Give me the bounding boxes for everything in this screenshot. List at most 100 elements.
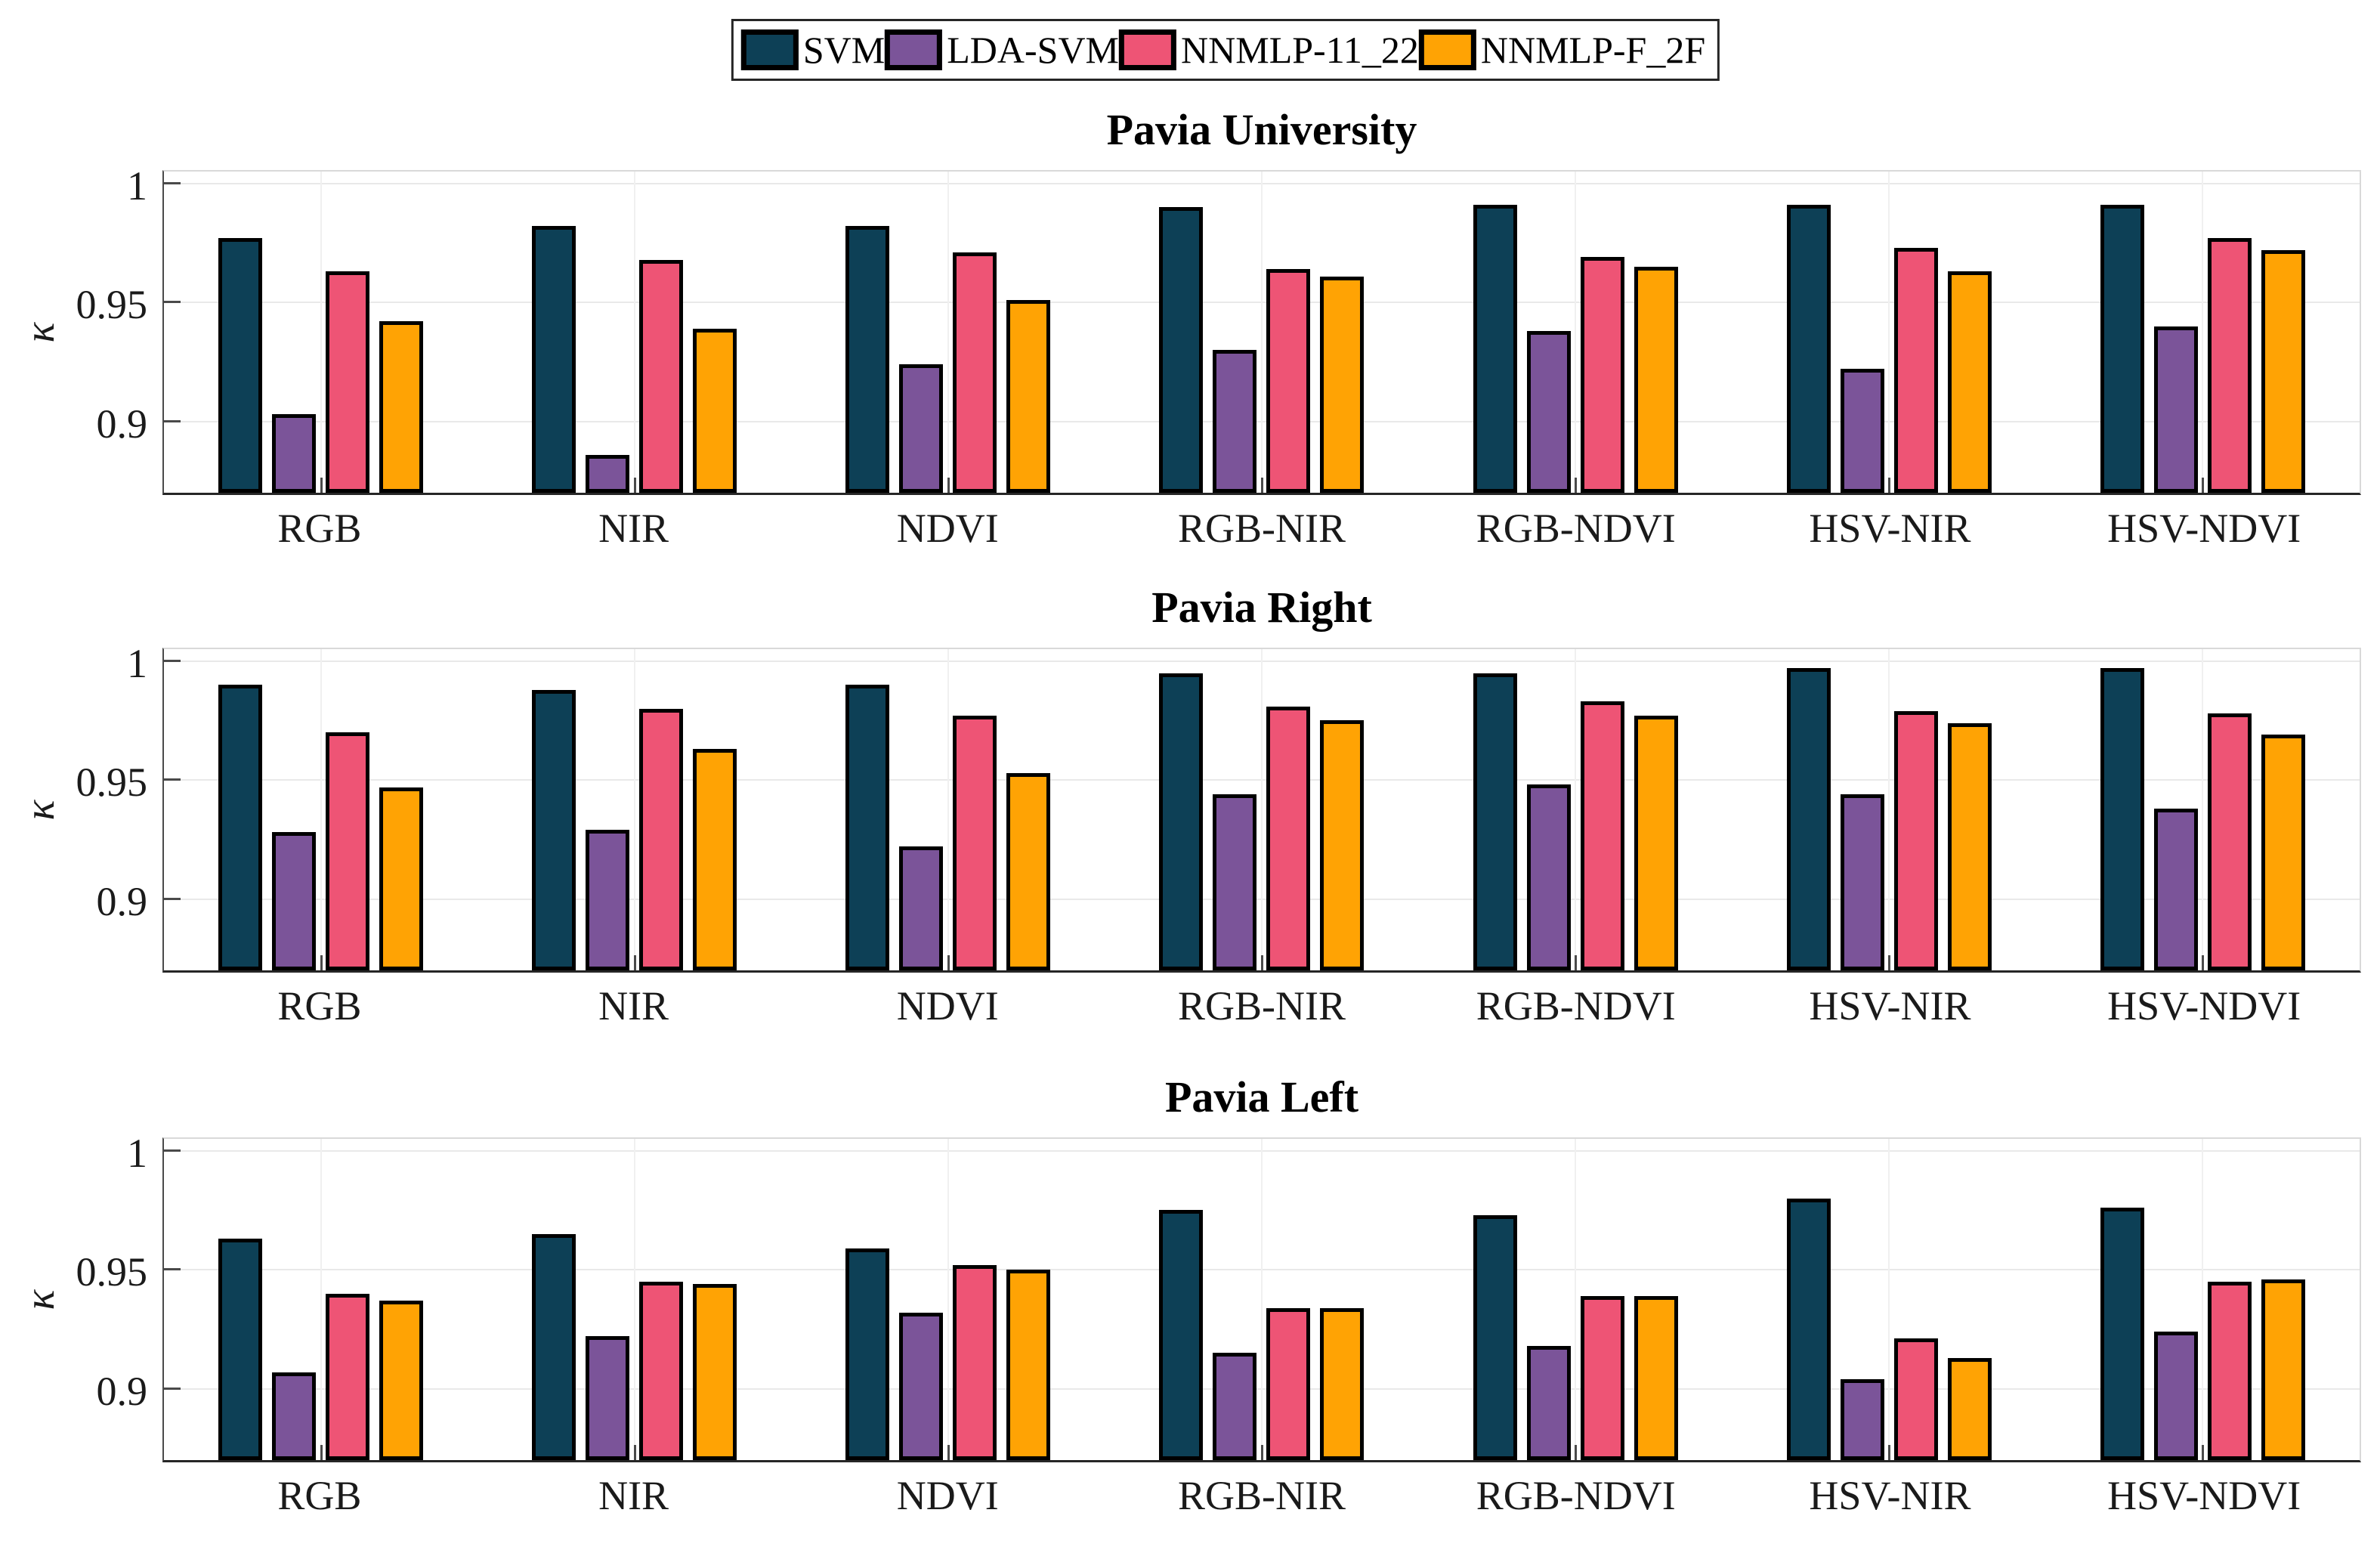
bar-group-rgb-ndvi bbox=[1419, 1139, 1732, 1460]
bar-nnmlp-f-2f-rgb-ndvi bbox=[1634, 716, 1678, 970]
bar-svm-rgb bbox=[218, 685, 263, 970]
bar-group-ndvi bbox=[791, 172, 1105, 493]
y-tick-label: 0.9 bbox=[96, 879, 148, 924]
y-axis-tick bbox=[164, 301, 181, 303]
y-axis-label: κ bbox=[17, 322, 63, 343]
bar-nnmlp-f-2f-hsv-ndvi bbox=[2261, 1279, 2305, 1460]
bar-svm-rgb-ndvi bbox=[1473, 205, 1517, 493]
x-category-labels: RGB NIR NDVI RGB-NIR RGB-NDVI HSV-NIR HSV-NDVI bbox=[162, 505, 2361, 552]
v-gridline bbox=[1261, 649, 1263, 970]
bar-group-rgb-nir bbox=[1105, 172, 1418, 493]
bar-nnmlp-11-22-hsv-ndvi bbox=[2207, 238, 2252, 493]
panel-title: Pavia Left bbox=[1164, 1072, 1359, 1122]
bar-nnmlp-11-22-rgb bbox=[326, 732, 370, 970]
bar-svm-rgb-nir bbox=[1159, 1210, 1204, 1460]
x-axis-tick bbox=[947, 478, 950, 493]
bar-svm-hsv-nir bbox=[1786, 1199, 1831, 1460]
bar-lda-svm-nir bbox=[586, 455, 630, 493]
x-category-label-hsv-ndvi: HSV-NDVI bbox=[2107, 506, 2301, 551]
v-gridline bbox=[1888, 1139, 1890, 1460]
bar-nnmlp-f-2f-hsv-nir bbox=[1947, 1358, 1992, 1460]
bar-lda-svm-nir bbox=[586, 830, 630, 970]
legend-label: SVM bbox=[802, 29, 886, 71]
bar-nnmlp-11-22-ndvi bbox=[953, 252, 997, 493]
v-gridline bbox=[1575, 1139, 1577, 1460]
x-category-label-rgb-nir: RGB-NIR bbox=[1178, 1473, 1346, 1518]
bar-nnmlp-f-2f-nir bbox=[693, 1284, 737, 1460]
bar-svm-nir bbox=[532, 690, 576, 970]
bar-group-rgb bbox=[164, 1139, 478, 1460]
bar-nnmlp-f-2f-rgb bbox=[379, 1301, 424, 1460]
x-category-label-rgb-nir: RGB-NIR bbox=[1178, 506, 1346, 551]
bar-nnmlp-f-2f-rgb-nir bbox=[1320, 1308, 1365, 1460]
bar-groups bbox=[164, 649, 2360, 970]
bar-lda-svm-rgb bbox=[272, 414, 317, 493]
v-gridline bbox=[1261, 1139, 1263, 1460]
legend-label: LDA-SVM bbox=[947, 29, 1120, 71]
bar-group-nir bbox=[478, 649, 791, 970]
bar-nnmlp-f-2f-hsv-ndvi bbox=[2261, 250, 2305, 493]
bar-nnmlp-f-2f-ndvi bbox=[1006, 773, 1051, 970]
bar-lda-svm-rgb-ndvi bbox=[1526, 784, 1571, 970]
x-category-label-hsv-nir: HSV-NIR bbox=[1809, 506, 1971, 551]
bar-lda-svm-hsv-nir bbox=[1840, 369, 1884, 493]
y-tick-label: 0.9 bbox=[96, 1369, 148, 1414]
x-category-label-nir: NIR bbox=[598, 983, 669, 1029]
x-axis-tick bbox=[2202, 478, 2205, 493]
bar-nnmlp-f-2f-rgb-ndvi bbox=[1634, 267, 1678, 493]
bar-nnmlp-11-22-rgb bbox=[326, 1294, 370, 1460]
v-gridline bbox=[947, 649, 949, 970]
v-gridline bbox=[320, 1139, 322, 1460]
bar-lda-svm-rgb-ndvi bbox=[1526, 1346, 1571, 1460]
x-axis-tick bbox=[320, 955, 323, 970]
x-category-label-rgb: RGB bbox=[277, 506, 362, 551]
x-axis-tick bbox=[633, 955, 636, 970]
bar-nnmlp-11-22-hsv-nir bbox=[1893, 1338, 1938, 1460]
y-axis-tick bbox=[164, 420, 181, 422]
bar-svm-nir bbox=[532, 1234, 576, 1460]
y-axis-label: κ bbox=[17, 800, 63, 821]
bar-svm-hsv-ndvi bbox=[2100, 668, 2144, 970]
legend-item-lda-svm: LDA-SVM bbox=[885, 29, 1119, 70]
bar-nnmlp-f-2f-ndvi bbox=[1006, 300, 1051, 493]
x-category-label-ndvi: NDVI bbox=[896, 1473, 999, 1518]
v-gridline bbox=[947, 172, 949, 493]
bar-lda-svm-ndvi bbox=[899, 1313, 944, 1460]
bar-group-nir bbox=[478, 172, 791, 493]
bar-svm-ndvi bbox=[845, 226, 890, 493]
bar-nnmlp-11-22-rgb bbox=[326, 271, 370, 493]
y-axis-tick bbox=[164, 660, 181, 662]
bar-group-hsv-ndvi bbox=[2046, 172, 2360, 493]
x-category-label-hsv-ndvi: HSV-NDVI bbox=[2107, 1473, 2301, 1518]
bar-group-rgb bbox=[164, 172, 478, 493]
x-category-labels: RGB NIR NDVI RGB-NIR RGB-NDVI HSV-NIR HSV-NDVI bbox=[162, 982, 2361, 1029]
x-category-label-ndvi: NDVI bbox=[896, 983, 999, 1029]
bar-group-rgb-nir bbox=[1105, 1139, 1418, 1460]
bar-lda-svm-ndvi bbox=[899, 846, 944, 970]
bar-group-nir bbox=[478, 1139, 791, 1460]
legend-item-nnmlp-11-22: NNMLP-11_22 bbox=[1119, 29, 1419, 70]
bar-group-hsv-nir bbox=[1732, 1139, 2046, 1460]
plot-area-pavia-left bbox=[162, 1137, 2361, 1462]
x-category-label-rgb-ndvi: RGB-NDVI bbox=[1476, 983, 1676, 1029]
bar-groups bbox=[164, 1139, 2360, 1460]
bar-group-rgb-nir bbox=[1105, 649, 1418, 970]
x-category-label-rgb-ndvi: RGB-NDVI bbox=[1476, 1473, 1676, 1518]
bar-nnmlp-f-2f-hsv-nir bbox=[1947, 271, 1992, 493]
bar-lda-svm-ndvi bbox=[899, 364, 944, 493]
v-gridline bbox=[1575, 172, 1577, 493]
legend: SVM LDA-SVM NNMLP-11_22 NNMLP-F_2F bbox=[731, 19, 1720, 81]
bar-nnmlp-11-22-rgb-ndvi bbox=[1580, 1296, 1624, 1460]
bar-lda-svm-rgb-nir bbox=[1213, 794, 1257, 970]
bar-group-hsv-nir bbox=[1732, 172, 2046, 493]
y-axis-tick bbox=[164, 898, 181, 900]
y-tick-label: 1 bbox=[127, 163, 147, 209]
bar-lda-svm-hsv-ndvi bbox=[2153, 326, 2198, 493]
bar-lda-svm-rgb-nir bbox=[1213, 350, 1257, 493]
x-axis-tick bbox=[633, 478, 636, 493]
x-axis-tick bbox=[1261, 955, 1263, 970]
bar-group-ndvi bbox=[791, 649, 1105, 970]
bar-nnmlp-f-2f-hsv-nir bbox=[1947, 723, 1992, 970]
bar-svm-rgb bbox=[218, 238, 263, 493]
